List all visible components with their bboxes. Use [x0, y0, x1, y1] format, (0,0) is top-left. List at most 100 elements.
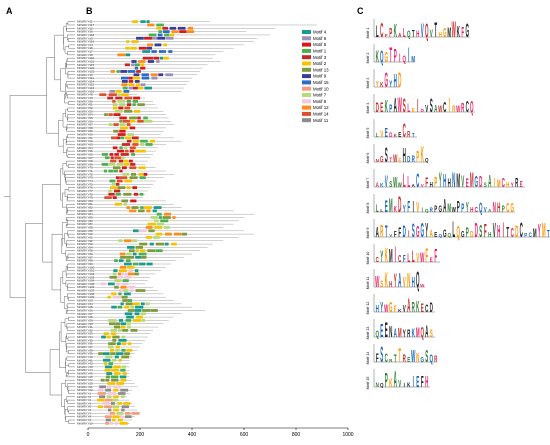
motif-box [115, 96, 123, 100]
logo-glyph: L [403, 26, 406, 41]
motif-box [124, 146, 128, 150]
gene-label: MtWRKY28 [77, 315, 93, 319]
gene-label: MtWRKY93 [77, 242, 93, 246]
motif-box [135, 289, 140, 292]
logo-glyph: H [497, 221, 500, 242]
logo-glyph: K [389, 376, 392, 389]
motif-box [110, 70, 115, 73]
motif-box [114, 153, 119, 156]
motif-box [115, 176, 119, 180]
motif-box [159, 50, 166, 53]
motif-box [116, 163, 124, 166]
motif-box [123, 402, 131, 405]
motif-box [117, 99, 125, 103]
motif-box [105, 421, 109, 425]
motif-box [130, 305, 135, 309]
logo-glyph: W [393, 175, 398, 191]
logo-glyph: V [484, 206, 488, 215]
gene-label: MtWRKY40 [77, 355, 93, 359]
motif-box [127, 246, 135, 249]
motif-box [133, 73, 140, 77]
logo-glyph: W [411, 346, 416, 367]
motif-box [130, 328, 138, 332]
motif-box [118, 338, 127, 342]
gene-label: MtWRKY58 [77, 126, 93, 130]
motif-box [162, 26, 169, 30]
motif-box [157, 33, 163, 37]
legend-swatch [302, 118, 311, 123]
motif-box [136, 83, 140, 87]
motif-box [113, 408, 119, 412]
motif-box [132, 86, 138, 90]
gene-label: MtWRKY14 [77, 43, 93, 47]
gene-label: MtWRKY87 [77, 222, 93, 226]
motif-box [124, 305, 130, 309]
motif-box [114, 202, 122, 206]
motif-box [132, 143, 139, 146]
motif-box [138, 46, 147, 50]
motif-box [139, 262, 146, 266]
motif-box [107, 385, 111, 389]
gene-label: MtWRKY118 [77, 33, 94, 37]
gene-label: MtWRKY100 [77, 265, 95, 269]
logo-glyph: H [497, 200, 500, 216]
gene-label: MtWRKY117 [77, 23, 94, 27]
logo-glyph: F [394, 231, 397, 240]
gene-label: MtWRKY98 [77, 259, 93, 263]
logo-glyph: I [449, 94, 450, 118]
motif-box [140, 83, 146, 87]
motif-box [140, 66, 146, 70]
motif-box [132, 139, 140, 143]
motif-box [125, 149, 129, 153]
motif-box [135, 246, 143, 249]
motif-box [124, 96, 133, 100]
logo-glyph: K [398, 308, 402, 313]
logo-glyph: R [452, 103, 456, 114]
motif-box [163, 212, 171, 216]
logo-glyph: G [416, 225, 420, 241]
logo-glyph: V [421, 183, 424, 188]
logo-glyph: Y [394, 269, 397, 291]
logo-glyph: F [403, 253, 406, 265]
motif-box [172, 216, 176, 219]
motif-box [120, 285, 127, 289]
logo-glyph: A [398, 33, 402, 39]
logo-glyph: G [384, 69, 388, 93]
motif-box [108, 319, 117, 322]
motif-box [115, 421, 119, 425]
motif-box [116, 352, 124, 356]
logo-motif-label: Motif 2 [366, 53, 370, 64]
motif-box [119, 415, 124, 419]
motif-box [150, 309, 158, 312]
motif-box [141, 76, 150, 80]
gene-label: MtWRKY72 [77, 172, 93, 176]
gene-label: MtWRKY37 [77, 345, 93, 349]
gene-label: MtWRKY88 [77, 225, 93, 229]
motif-box [104, 368, 111, 372]
motif-box [147, 43, 154, 47]
motif-box [110, 332, 117, 336]
logo-glyph: S [484, 182, 487, 189]
logo-glyph: W [420, 283, 425, 288]
gene-motif-structures [88, 20, 317, 425]
logo-glyph: F [398, 226, 401, 241]
motif-box [138, 229, 147, 233]
motif-box [117, 186, 126, 190]
motif-box [137, 103, 145, 107]
motif-box [146, 236, 152, 239]
logo-glyph: M [470, 169, 474, 192]
logo-glyph: T [412, 133, 416, 140]
gene-label: MtWRKY77 [77, 189, 93, 193]
motif-box [128, 80, 134, 83]
legend-swatch [302, 74, 311, 79]
gene-label: MtWRKY68 [77, 159, 93, 163]
panel-label-c: C [357, 6, 364, 16]
gene-label: MtWRKY22 [77, 388, 93, 392]
logo-glyph: N [416, 351, 419, 366]
motif-box [156, 212, 162, 216]
motif-box [140, 139, 148, 143]
motif-box [120, 388, 129, 392]
logo-glyph: F [376, 351, 379, 364]
